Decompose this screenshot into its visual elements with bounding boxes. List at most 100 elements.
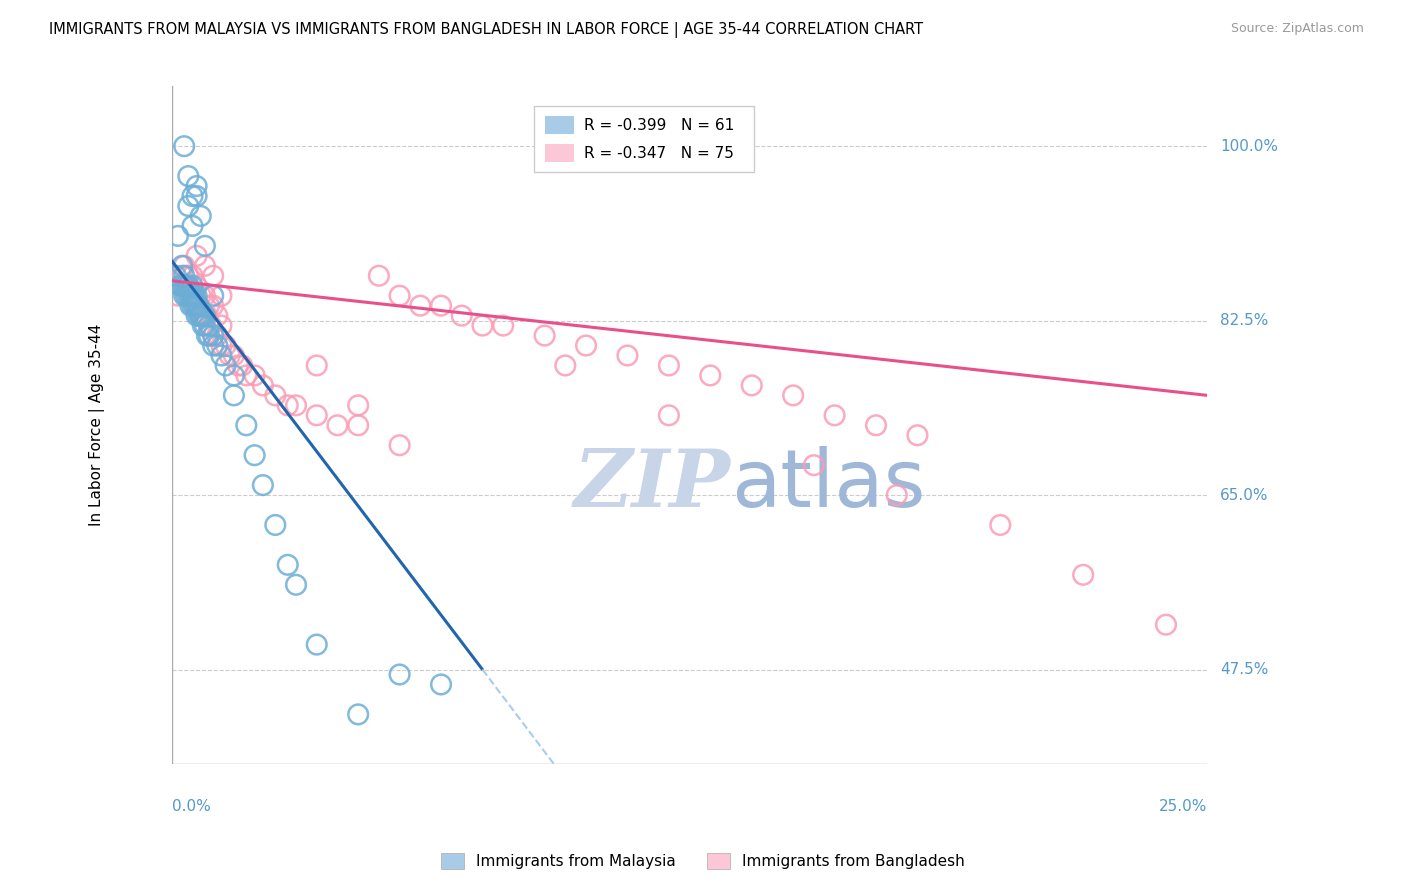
Point	[277, 558, 299, 572]
Point	[179, 288, 201, 302]
Point	[285, 578, 308, 592]
Point	[167, 228, 190, 243]
Point	[186, 278, 208, 293]
Point	[186, 309, 208, 323]
Point	[191, 309, 214, 323]
Point	[202, 299, 225, 313]
Text: IMMIGRANTS FROM MALAYSIA VS IMMIGRANTS FROM BANGLADESH IN LABOR FORCE | AGE 35-4: IMMIGRANTS FROM MALAYSIA VS IMMIGRANTS F…	[49, 22, 924, 38]
Point	[450, 309, 472, 323]
Point	[195, 328, 218, 343]
Point	[226, 359, 249, 373]
Point	[430, 299, 453, 313]
Point	[191, 309, 214, 323]
Point	[207, 328, 229, 343]
Point	[347, 398, 370, 412]
Point	[186, 299, 208, 313]
Point	[190, 309, 212, 323]
Point	[388, 667, 411, 681]
Point	[169, 278, 191, 293]
Point	[194, 259, 217, 273]
Point	[243, 448, 266, 462]
Point	[305, 359, 328, 373]
Point	[174, 288, 197, 302]
Point	[181, 299, 204, 313]
Text: Source: ZipAtlas.com: Source: ZipAtlas.com	[1230, 22, 1364, 36]
Text: In Labor Force | Age 35-44: In Labor Force | Age 35-44	[89, 324, 105, 526]
Point	[194, 239, 217, 253]
Point	[347, 418, 370, 433]
Point	[305, 409, 328, 423]
Point	[183, 288, 205, 302]
Point	[305, 638, 328, 652]
Bar	[544, 145, 574, 162]
Point	[173, 278, 195, 293]
Point	[190, 288, 212, 302]
Point	[173, 268, 195, 283]
Point	[187, 309, 209, 323]
Point	[190, 309, 212, 323]
Point	[658, 359, 681, 373]
Point	[186, 249, 208, 263]
Text: 82.5%: 82.5%	[1220, 313, 1268, 328]
Point	[222, 368, 245, 383]
Point	[264, 518, 287, 533]
Point	[886, 488, 908, 502]
Text: ZIP: ZIP	[574, 446, 731, 524]
Point	[186, 189, 208, 203]
Point	[988, 518, 1011, 533]
Point	[207, 338, 229, 352]
Point	[200, 318, 222, 333]
Point	[186, 299, 208, 313]
Point	[174, 278, 197, 293]
Point	[177, 199, 200, 213]
Point	[194, 288, 217, 302]
Point	[183, 299, 205, 313]
Point	[194, 309, 217, 323]
Point	[169, 278, 191, 293]
Point	[198, 299, 221, 313]
Point	[367, 268, 389, 283]
Point	[741, 378, 763, 392]
Point	[177, 288, 200, 302]
Point	[907, 428, 929, 442]
Point	[252, 378, 274, 392]
Point	[202, 338, 225, 352]
FancyBboxPatch shape	[534, 106, 754, 171]
Point	[235, 418, 257, 433]
Point	[222, 349, 245, 363]
Point	[177, 169, 200, 183]
Point	[167, 288, 190, 302]
Text: atlas: atlas	[731, 446, 925, 524]
Point	[211, 338, 233, 352]
Point	[181, 288, 204, 302]
Point	[186, 288, 208, 302]
Text: R = -0.399   N = 61: R = -0.399 N = 61	[583, 118, 734, 133]
Point	[214, 359, 236, 373]
Point	[202, 328, 225, 343]
Point	[554, 359, 576, 373]
Point	[207, 309, 229, 323]
Point	[202, 288, 225, 302]
Point	[172, 268, 194, 283]
Point	[173, 139, 195, 153]
Point	[388, 288, 411, 302]
Text: 0.0%: 0.0%	[172, 799, 211, 814]
Point	[173, 278, 195, 293]
Point	[575, 338, 598, 352]
Point	[194, 309, 217, 323]
Point	[214, 338, 236, 352]
Point	[235, 368, 257, 383]
Point	[782, 388, 804, 402]
Point	[198, 318, 221, 333]
Point	[172, 259, 194, 273]
Point	[195, 309, 218, 323]
Point	[187, 299, 209, 313]
Point	[172, 278, 194, 293]
Point	[177, 278, 200, 293]
Point	[211, 318, 233, 333]
Point	[388, 438, 411, 452]
Point	[231, 359, 253, 373]
Point	[174, 278, 197, 293]
Point	[179, 299, 201, 313]
Point	[186, 179, 208, 194]
